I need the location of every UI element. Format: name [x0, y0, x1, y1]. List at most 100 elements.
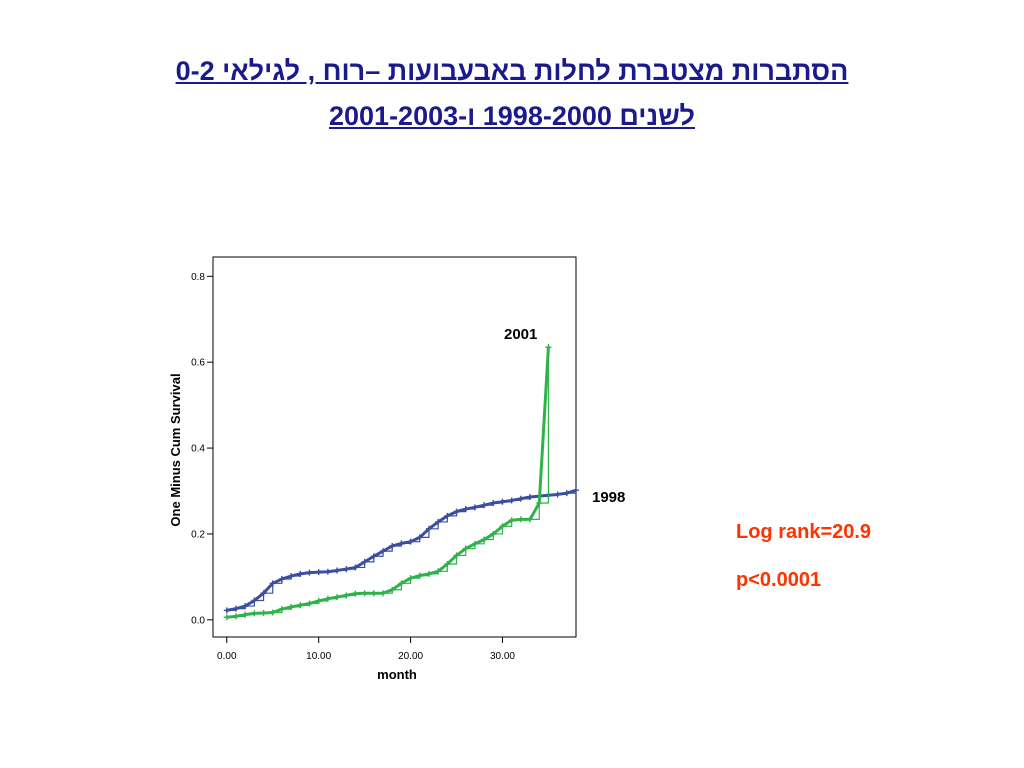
- series-1998-point: [343, 566, 350, 573]
- series-2001-point: [453, 552, 460, 559]
- series-2001-point: [278, 606, 285, 613]
- series-1998-point: [361, 558, 368, 565]
- series-1998-point: [269, 580, 276, 587]
- series-2001-point: [232, 613, 239, 620]
- series-2001-point: [269, 609, 276, 616]
- series-1998-point: [554, 491, 561, 498]
- series-1998-point: [573, 487, 579, 494]
- series-1998-point: [324, 568, 331, 575]
- series-1998-point: [260, 590, 267, 597]
- series-2001-point: [462, 545, 469, 552]
- series-1998-step: [226, 490, 577, 611]
- annotation-1998: 1998: [592, 489, 625, 506]
- series-2001-point: [499, 523, 506, 530]
- axes: 0.0 0.2 0.4 0.6 0.8 0.00 10.00 20.00 30.00: [191, 272, 515, 662]
- series-1998-point: [251, 597, 258, 604]
- series-2001-point: [517, 516, 524, 523]
- series-2001-point: [306, 600, 313, 607]
- series-1998-point: [416, 534, 423, 541]
- series-1998-point: [297, 570, 304, 577]
- series-1998-point: [398, 540, 405, 547]
- series-2001: [223, 344, 552, 621]
- y-tick-label: 0.6: [191, 358, 205, 369]
- x-tick-label: 20.00: [398, 651, 423, 662]
- series-1998-point: [517, 495, 524, 502]
- series-1998-point: [306, 569, 313, 576]
- series-2001-point: [425, 570, 432, 577]
- annotation-2001: 2001: [504, 326, 537, 343]
- y-tick-label: 0.4: [191, 444, 205, 455]
- series-2001-point: [398, 580, 405, 587]
- series-2001-point: [545, 344, 552, 351]
- series-2001-point: [260, 609, 267, 616]
- series-2001-point: [361, 590, 368, 597]
- x-axis-label: month: [377, 667, 417, 682]
- series-1998-point: [490, 500, 497, 507]
- series-1998-point: [370, 553, 377, 560]
- series-1998-point: [499, 498, 506, 505]
- plot-frame: [212, 256, 577, 638]
- series-1998-point: [407, 538, 414, 545]
- series-1998-point: [242, 603, 249, 610]
- series-2001-point: [370, 590, 377, 597]
- series-2001-point: [444, 561, 451, 568]
- series-2001-point: [297, 602, 304, 609]
- series-1998-point: [453, 508, 460, 515]
- series-1998-point: [389, 542, 396, 549]
- series-1998-point: [334, 567, 341, 574]
- series-2001-point: [527, 516, 534, 523]
- series-1998-point: [563, 490, 570, 497]
- series-2001-point: [334, 594, 341, 601]
- series-2001-step: [226, 347, 550, 618]
- series-1998-point: [223, 607, 230, 614]
- y-tick-label: 0.8: [191, 272, 205, 283]
- log-rank-stat: Log rank=20.9: [736, 521, 872, 543]
- series-2001-point: [242, 611, 249, 618]
- series-2001-point: [481, 536, 488, 543]
- series-2001-point: [343, 592, 350, 599]
- series-1998-line: [226, 488, 577, 612]
- series-2001-point: [223, 614, 230, 621]
- series-2001-point: [490, 530, 497, 537]
- series-2001-point: [380, 590, 387, 597]
- series-2001-point: [508, 517, 515, 524]
- series-1998-point: [481, 502, 488, 509]
- series-2001-point: [251, 610, 258, 617]
- y-tick-label: 0.2: [191, 529, 205, 540]
- series-1998-point: [425, 525, 432, 532]
- series-2001-point: [407, 575, 414, 582]
- series-2001-point: [389, 586, 396, 593]
- series-1998-point: [471, 504, 478, 511]
- series-1998-point: [444, 512, 451, 519]
- series-2001-point: [471, 540, 478, 547]
- series-1998-point: [352, 564, 359, 571]
- series-2001-point: [324, 595, 331, 602]
- series-1998-point: [380, 548, 387, 555]
- series-1998-point: [462, 506, 469, 513]
- series-1998: [223, 487, 579, 614]
- series-1998-point: [232, 605, 239, 612]
- series-1998-point: [278, 576, 285, 583]
- series-2001-point: [536, 500, 543, 507]
- slide-title-line-1: הסתברות מצטברת לחלות באבעבועות –רוח , לג…: [175, 56, 849, 86]
- x-tick-label: 30.00: [490, 651, 515, 662]
- series-2001-point: [435, 568, 442, 575]
- series-1998-point: [527, 494, 534, 501]
- slide-title-line-2: לשנים 1998-2000 ו-2001-2003: [329, 101, 695, 131]
- x-tick-label: 10.00: [306, 651, 331, 662]
- series-1998-point: [315, 569, 322, 576]
- x-tick-label: 0.00: [217, 651, 237, 662]
- series-2001-line: [226, 347, 550, 619]
- series-2001-point: [416, 572, 423, 579]
- series-2001-point: [315, 597, 322, 604]
- series-1998-point: [508, 497, 515, 504]
- series-1998-point: [288, 573, 295, 580]
- series-2001-point: [352, 590, 359, 597]
- series-layer: [223, 344, 579, 621]
- series-2001-point: [288, 603, 295, 610]
- p-value-stat: p<0.0001: [736, 569, 822, 591]
- y-axis-label: One Minus Cum Survival: [168, 373, 183, 526]
- y-tick-label: 0.0: [191, 615, 205, 626]
- series-1998-point: [435, 518, 442, 525]
